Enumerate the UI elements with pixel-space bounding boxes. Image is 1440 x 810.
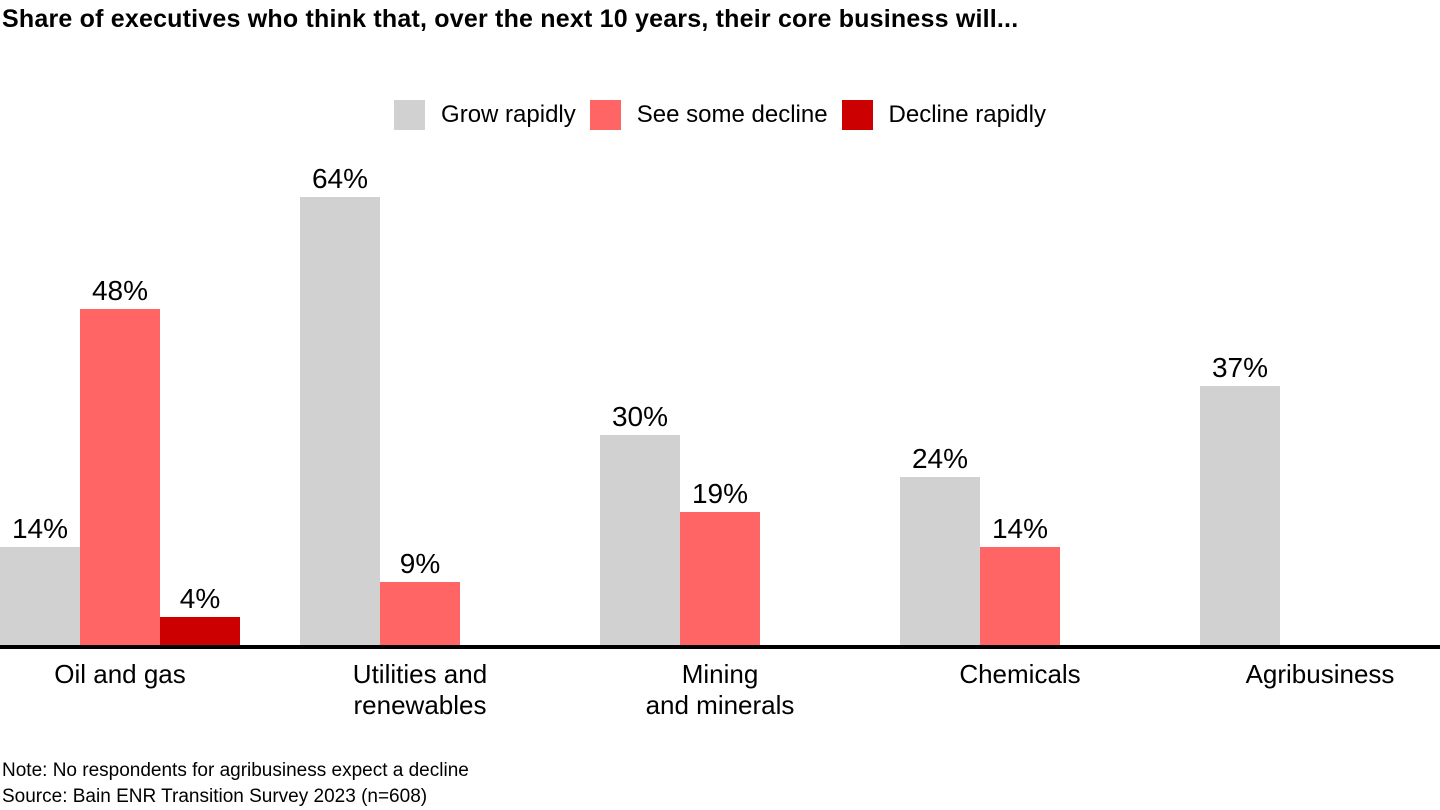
bar bbox=[680, 512, 760, 645]
legend-swatch-icon bbox=[394, 100, 426, 130]
bar-slot: 48% bbox=[80, 0, 160, 645]
legend-label: Grow rapidly bbox=[441, 101, 576, 128]
category-label: Chemicals bbox=[959, 659, 1081, 689]
chart-title: Share of executives who think that, over… bbox=[2, 5, 1019, 33]
bar-slot: 4% bbox=[160, 0, 240, 645]
bar-group: 14% 48% 4% bbox=[0, 0, 240, 645]
legend-item: Grow rapidly bbox=[394, 100, 576, 130]
bar-slot: 30% bbox=[600, 0, 680, 645]
bar-group: 37% bbox=[1200, 0, 1440, 645]
bar bbox=[300, 197, 380, 645]
bar-group: 30% 19% bbox=[600, 0, 840, 645]
bar bbox=[980, 547, 1060, 645]
legend-item: Decline rapidly bbox=[841, 100, 1046, 130]
bar-value-label: 14% bbox=[991, 513, 1049, 544]
bar bbox=[380, 582, 460, 645]
bar-value-label: 48% bbox=[91, 275, 149, 306]
legend-item: See some decline bbox=[589, 100, 828, 130]
bar-slot: 24% bbox=[900, 0, 980, 645]
bar-slot: 64% bbox=[300, 0, 380, 645]
bar-slot: 9% bbox=[380, 0, 460, 645]
category-label: Agribusiness bbox=[1245, 659, 1395, 689]
legend-label: See some decline bbox=[636, 101, 828, 128]
bar-slot: 14% bbox=[980, 0, 1060, 645]
bar-value-label: 30% bbox=[611, 401, 669, 432]
bar-value-label: 19% bbox=[691, 478, 749, 509]
plot-area: 14% 48% 4% 64% 9% 30% 19% 24% 14% 37% bbox=[0, 0, 1440, 645]
x-axis-line bbox=[0, 645, 1440, 649]
category-label: Oil and gas bbox=[54, 659, 186, 689]
legend-swatch-icon bbox=[589, 100, 621, 130]
legend-label: Decline rapidly bbox=[888, 101, 1046, 128]
category-label: Utilities and renewables bbox=[352, 659, 488, 720]
chart-note: Note: No respondents for agribusiness ex… bbox=[2, 760, 469, 781]
category-labels: Oil and gas Utilities and renewables Minin… bbox=[0, 659, 1440, 731]
bar bbox=[0, 547, 80, 645]
bar-group: 64% 9% bbox=[300, 0, 540, 645]
bar bbox=[900, 477, 980, 645]
bar-slot: 37% bbox=[1200, 0, 1280, 645]
bar bbox=[1200, 386, 1280, 645]
legend-swatch-icon bbox=[841, 100, 873, 130]
bar-value-label: 64% bbox=[311, 163, 369, 194]
bar-slot: 19% bbox=[680, 0, 760, 645]
chart-source: Source: Bain ENR Transition Survey 2023 … bbox=[2, 786, 428, 807]
bar-group: 24% 14% bbox=[900, 0, 1140, 645]
bar-slot: 14% bbox=[0, 0, 80, 645]
bar-value-label: 9% bbox=[399, 548, 441, 579]
bar-value-label: 37% bbox=[1211, 352, 1269, 383]
legend: Grow rapidly See some decline Decline rapi… bbox=[0, 99, 1440, 131]
bar bbox=[600, 435, 680, 645]
bar-value-label: 4% bbox=[179, 583, 221, 614]
bar bbox=[80, 309, 160, 645]
category-label: Mining and minerals bbox=[645, 659, 795, 720]
bar bbox=[160, 617, 240, 645]
bar-value-label: 24% bbox=[911, 443, 969, 474]
bar-value-label: 14% bbox=[11, 513, 69, 544]
